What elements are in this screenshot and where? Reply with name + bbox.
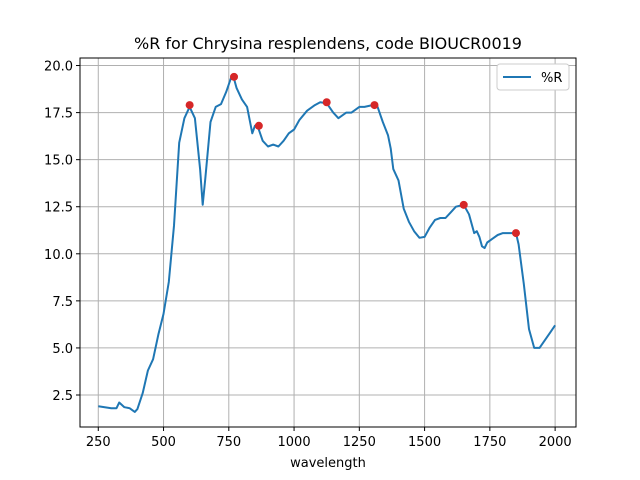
peak-marker [511,229,520,238]
legend-label: %R [541,71,562,86]
peak-marker [459,200,468,209]
x-tick-label: 2000 [539,435,572,450]
y-tick-label: 5.0 [52,342,73,357]
y-tick-label: 10.0 [44,248,73,263]
x-tick-label: 1000 [278,435,311,450]
x-tick-label: 250 [86,435,111,450]
y-tick-label: 15.0 [44,154,73,169]
y-tick-label: 2.5 [52,389,73,404]
x-tick-label: 1500 [408,435,441,450]
y-ticks: 2.5 5.0 7.5 10.0 12.5 15.0 17.5 20.0 [44,60,80,404]
plot-area-series [98,75,556,413]
peak-marker [322,98,331,107]
plot-frame [79,57,577,428]
legend: %R [496,63,570,91]
plot-area-markers [185,72,520,238]
x-tick-label: 500 [151,435,176,450]
legend-box [496,63,570,91]
series-line-reflectance [98,75,556,413]
x-axis-label: wavelength [290,456,366,471]
peak-marker [230,72,239,81]
peak-marker [370,101,379,110]
y-tick-label: 17.5 [44,107,73,122]
x-tick-label: 1250 [343,435,376,450]
x-tick-label: 750 [216,435,241,450]
x-tick-label: 1750 [473,435,506,450]
x-ticks: 250 500 750 1000 1250 1500 1750 2000 [86,427,572,450]
grid [80,58,576,427]
y-tick-label: 12.5 [44,201,73,216]
peak-marker [254,121,263,130]
y-tick-label: 20.0 [44,60,73,75]
y-tick-label: 7.5 [52,295,73,310]
chart-title: %R for Chrysina resplendens, code BIOUCR… [134,34,522,53]
peak-marker [185,101,194,110]
